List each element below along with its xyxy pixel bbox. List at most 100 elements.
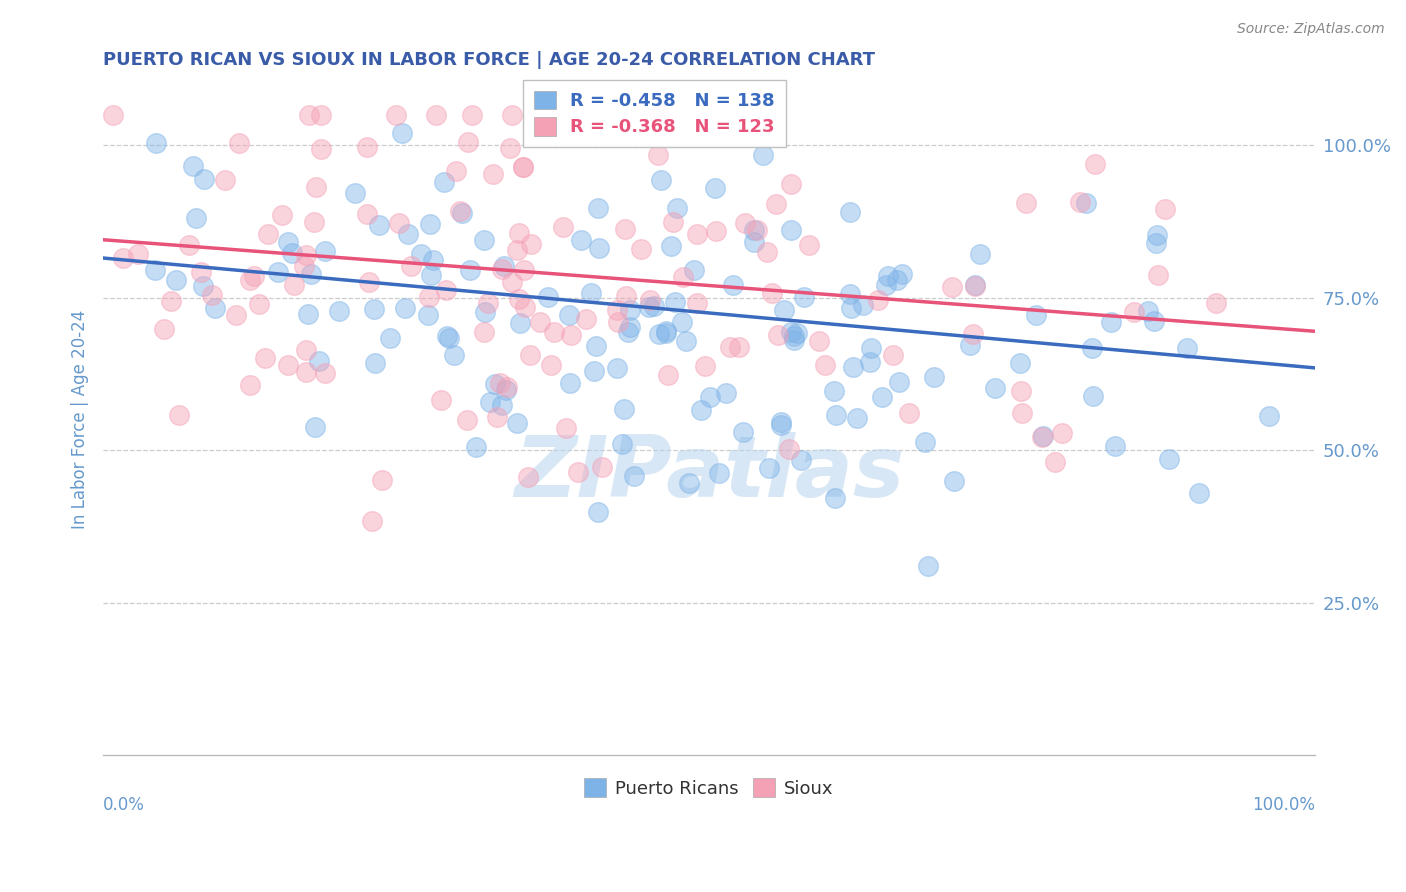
Point (662, 215, 685, 229)
Point (870, 390, 893, 404)
Point (160, 294, 183, 309)
Point (1146, 268, 1168, 282)
Point (1205, 296, 1227, 310)
Point (769, 415, 792, 429)
Point (485, 410, 508, 425)
Point (575, 312, 598, 326)
Text: 100.0%: 100.0% (1251, 796, 1315, 814)
Point (714, 385, 737, 400)
Point (425, 108, 447, 122)
Point (308, 354, 330, 368)
Point (472, 325, 495, 339)
Point (917, 559, 939, 574)
Point (1143, 314, 1166, 328)
Point (733, 425, 755, 439)
Point (443, 348, 465, 362)
Point (394, 301, 416, 316)
Point (361, 514, 384, 528)
Point (257, 227, 280, 242)
Point (969, 246, 991, 260)
Point (501, 275, 523, 289)
Point (536, 290, 558, 304)
Point (1084, 156, 1107, 170)
Point (866, 293, 889, 307)
Point (436, 329, 458, 343)
Point (1015, 196, 1038, 211)
Point (1188, 486, 1211, 500)
Point (752, 148, 775, 162)
Point (1257, 409, 1279, 423)
Point (614, 289, 637, 303)
Point (769, 417, 792, 432)
Text: 0.0%: 0.0% (103, 796, 145, 814)
Point (419, 268, 441, 283)
Point (177, 238, 200, 252)
Point (529, 315, 551, 329)
Point (519, 349, 541, 363)
Point (491, 262, 513, 277)
Point (1031, 430, 1053, 444)
Point (623, 469, 645, 483)
Point (756, 245, 779, 260)
Point (356, 140, 378, 154)
Point (607, 315, 630, 329)
Point (814, 358, 837, 372)
Point (193, 172, 215, 186)
Point (666, 202, 689, 216)
Point (1144, 235, 1167, 250)
Point (557, 308, 579, 322)
Point (103, 108, 125, 122)
Point (643, 299, 665, 313)
Point (887, 376, 910, 390)
Point (1159, 452, 1181, 467)
Point (672, 270, 695, 285)
Point (253, 351, 276, 366)
Point (465, 440, 488, 454)
Point (225, 308, 247, 322)
Point (790, 452, 813, 467)
Point (742, 222, 765, 236)
Point (553, 219, 575, 234)
Point (588, 241, 610, 255)
Point (457, 136, 479, 150)
Point (111, 251, 134, 265)
Point (508, 227, 530, 241)
Point (675, 334, 697, 348)
Point (721, 278, 744, 293)
Point (586, 201, 609, 215)
Point (456, 413, 478, 427)
Point (283, 278, 305, 293)
Point (152, 322, 174, 336)
Point (886, 273, 908, 287)
Point (359, 275, 381, 289)
Point (396, 227, 419, 241)
Point (959, 338, 981, 352)
Point (247, 297, 270, 311)
Point (808, 334, 831, 348)
Point (699, 390, 721, 404)
Point (143, 262, 166, 277)
Point (305, 179, 328, 194)
Point (943, 475, 966, 489)
Point (655, 325, 678, 339)
Point (1136, 304, 1159, 318)
Point (890, 267, 912, 281)
Point (508, 292, 530, 306)
Point (1050, 425, 1073, 440)
Text: PUERTO RICAN VS SIOUX IN LABOR FORCE | AGE 20-24 CORRELATION CHART: PUERTO RICAN VS SIOUX IN LABOR FORCE | A… (103, 51, 875, 69)
Point (513, 263, 536, 277)
Point (481, 167, 503, 181)
Point (1081, 389, 1104, 403)
Point (371, 473, 394, 487)
Point (1011, 406, 1033, 420)
Point (540, 358, 562, 372)
Point (845, 411, 868, 425)
Point (841, 301, 863, 315)
Point (683, 263, 706, 277)
Point (477, 295, 499, 310)
Point (657, 368, 679, 383)
Point (243, 269, 266, 284)
Point (344, 186, 367, 201)
Point (690, 403, 713, 417)
Point (965, 278, 987, 293)
